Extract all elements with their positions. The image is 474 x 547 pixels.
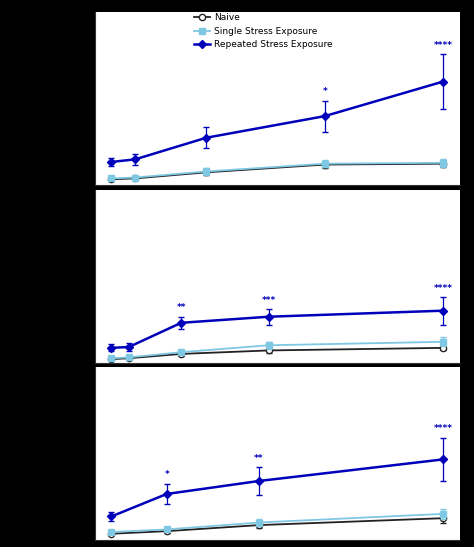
Text: max: max bbox=[43, 466, 52, 482]
Text: [NE]: [NE] bbox=[26, 264, 36, 288]
Text: **: ** bbox=[176, 304, 186, 312]
Text: max: max bbox=[43, 288, 52, 305]
Text: max: max bbox=[43, 111, 52, 128]
Text: [NE]: [NE] bbox=[26, 441, 36, 465]
Text: (μM): (μM) bbox=[55, 263, 65, 289]
Text: C: C bbox=[31, 360, 41, 374]
Text: **: ** bbox=[254, 454, 264, 463]
Legend: Naive, Single Stress Exposure, Repeated Stress Exposure: Naive, Single Stress Exposure, Repeated … bbox=[194, 14, 333, 49]
X-axis label: Number of Light Pulses (5 Hz, 5 ms, 473 nm): Number of Light Pulses (5 Hz, 5 ms, 473 … bbox=[146, 382, 409, 392]
Text: (μM): (μM) bbox=[55, 440, 65, 467]
Text: (μM): (μM) bbox=[55, 85, 65, 112]
Text: ****: **** bbox=[434, 40, 453, 50]
Text: *: * bbox=[322, 88, 327, 96]
X-axis label: Frequency (Hz) of Light Pulses (20 P, 5 ms, 473 nm): Frequency (Hz) of Light Pulses (20 P, 5 … bbox=[125, 205, 429, 214]
Text: ***: *** bbox=[262, 295, 276, 305]
Text: B: B bbox=[31, 183, 42, 197]
Text: *: * bbox=[164, 470, 169, 479]
Text: ****: **** bbox=[434, 424, 453, 433]
Text: [NE]: [NE] bbox=[26, 87, 36, 111]
Text: ****: **** bbox=[434, 283, 453, 293]
